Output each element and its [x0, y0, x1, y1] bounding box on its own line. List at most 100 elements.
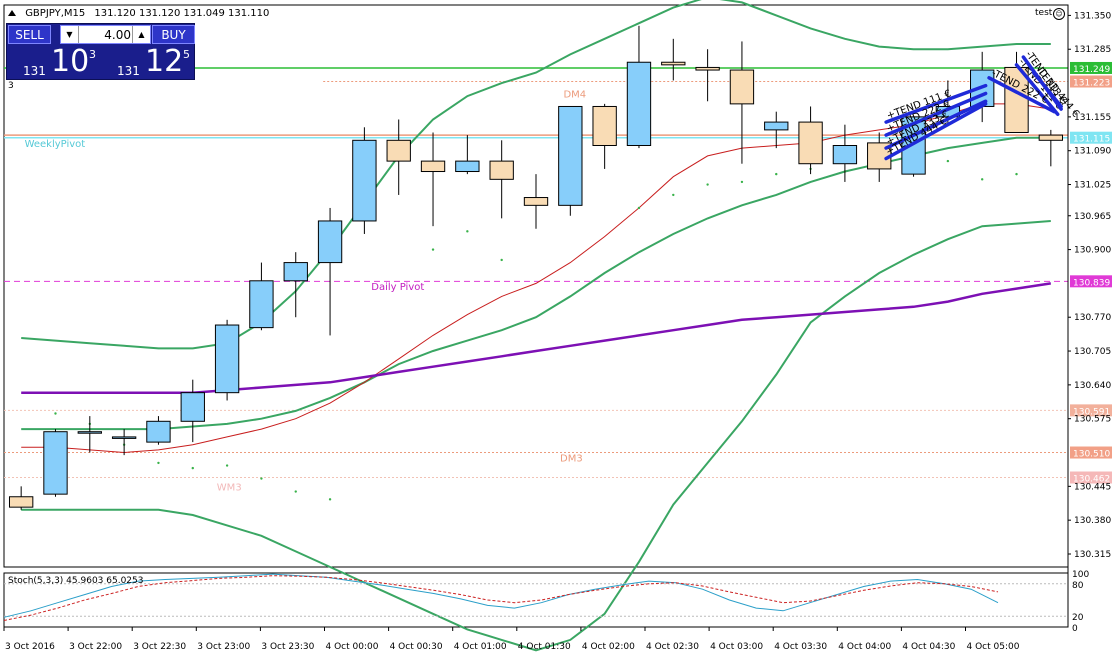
candles [8, 25, 1064, 510]
price-tick-label-5: 130.965 [1074, 212, 1111, 222]
candle-body-16 [558, 105, 583, 206]
candle-body-14 [489, 160, 514, 180]
level-tag-7 [1070, 471, 1112, 484]
lot-decrease-icon[interactable]: ▼ [61, 26, 79, 43]
time-label-2: 3 Oct 22:30 [133, 642, 186, 652]
stoch-tick-label-3: 0 [1072, 624, 1078, 634]
level-tag-5 [1070, 404, 1112, 417]
symbol-timeframe: GBPJPY,M15 [25, 8, 86, 19]
candle-body-12 [420, 160, 446, 173]
time-label-12: 4 Oct 03:30 [774, 642, 827, 652]
sar-dot-6 [260, 477, 263, 480]
level-tag-text-6: 130.510 [1073, 450, 1110, 460]
level-tag-text-1: 131.223 [1073, 78, 1110, 88]
annotation-2: Daily Pivot [371, 282, 424, 293]
trade-arrow-5 [987, 76, 1057, 114]
stoch-tick-label-1: 80 [1072, 581, 1084, 591]
sar-dot-15 [740, 180, 744, 184]
time-label-8: 4 Oct 01:30 [518, 642, 571, 652]
time-label-13: 4 Oct 04:00 [838, 642, 891, 652]
time-label-3: 3 Oct 23:00 [197, 642, 250, 652]
price-tick-label-7: 130.770 [1074, 313, 1111, 323]
bollinger-lower-line [21, 220, 1051, 652]
trade-arrow-3 [884, 102, 988, 161]
level-tag-text-4: 130.839 [1073, 278, 1110, 288]
trade-arrow-0 [884, 83, 988, 124]
grid [3, 4, 1069, 628]
time-label-11: 4 Oct 03:00 [710, 642, 763, 652]
candle-body-6 [214, 324, 240, 394]
sar-dot-0 [54, 412, 57, 415]
moving-average-red-line [21, 103, 1051, 454]
trade-arrow-1 [884, 91, 988, 137]
time-label-4: 3 Oct 23:30 [261, 642, 314, 652]
moving-average-purple-line [21, 282, 1051, 394]
buy-button[interactable]: BUY [152, 25, 195, 44]
bid-prefix: 131 [23, 64, 46, 78]
price-tick-label-12: 130.380 [1074, 516, 1111, 526]
price-tick-label-4: 131.025 [1074, 181, 1111, 191]
time-label-1: 3 Oct 22:00 [69, 642, 122, 652]
ask-price[interactable]: 131 12 5 [101, 47, 193, 79]
candle-body-5 [180, 392, 205, 422]
price-tick-label-13: 130.315 [1074, 550, 1111, 560]
stoch-signal-line [3, 575, 999, 621]
trade-arrow-7 [1031, 70, 1063, 109]
sell-button[interactable]: SELL [8, 25, 51, 44]
stoch-main-line [3, 573, 999, 618]
time-label-5: 4 Oct 00:00 [326, 642, 379, 652]
ask-prefix: 131 [117, 64, 140, 78]
price-tick-label-2: 131.155 [1074, 113, 1111, 123]
sar-dot-22 [980, 178, 984, 181]
bid-price[interactable]: 131 10 3 [7, 47, 97, 79]
sar-dot-16 [775, 172, 778, 176]
level-tag-text-0: 131.249 [1073, 65, 1110, 75]
triangle-icon [8, 10, 16, 16]
annotation-3: DM3 [560, 454, 583, 465]
price-tick-label-1: 131.285 [1074, 45, 1111, 55]
candle-body-30 [1038, 134, 1064, 141]
sar-dot-12 [637, 206, 641, 210]
level-tag-4 [1070, 275, 1112, 288]
candle-body-1 [43, 431, 68, 495]
lot-size-input[interactable] [79, 26, 131, 43]
candle-body-19 [661, 61, 686, 66]
sar-dot-13 [672, 193, 675, 197]
ask-sup: 5 [183, 48, 190, 61]
account-name: test [1035, 8, 1053, 18]
price-tick-label-8: 130.705 [1074, 347, 1111, 357]
sar-dot-8 [328, 498, 332, 501]
sar-dot-4 [191, 466, 194, 470]
sar-dot-7 [294, 490, 297, 493]
time-label-14: 4 Oct 04:30 [902, 642, 955, 652]
time-label-9: 4 Oct 02:00 [582, 642, 635, 652]
sar-dot-10 [466, 230, 469, 233]
digits-label: 3 [8, 81, 14, 91]
candle-body-2 [77, 431, 102, 434]
time-label-7: 4 Oct 01:00 [454, 642, 507, 652]
price-tick-label-3: 131.090 [1074, 147, 1111, 157]
candle-body-11 [386, 139, 411, 162]
candle-body-20 [695, 66, 720, 71]
level-tag-2 [1070, 131, 1112, 144]
price-tick-label-10: 130.575 [1074, 415, 1111, 425]
sar-dot-9 [431, 248, 435, 251]
price-tick-label-9: 130.640 [1074, 381, 1111, 391]
ohlc-values: 131.120 131.120 131.049 131.110 [94, 8, 270, 19]
stoch-tick-label-0: 100 [1072, 570, 1089, 580]
candle-body-3 [111, 436, 137, 439]
time-label-6: 4 Oct 00:30 [390, 642, 443, 652]
sar-dot-21 [946, 159, 950, 163]
smiley-icon[interactable]: ☺ [1053, 8, 1065, 20]
stoch-frame [3, 572, 1069, 628]
candle-body-0 [8, 496, 34, 508]
candle-body-8 [283, 262, 308, 282]
stoch-label: Stoch(5,3,3) 45.9603 65.0253 [8, 576, 143, 586]
lot-increase-icon[interactable]: ▲ [132, 26, 150, 43]
sar-dot-3 [157, 461, 160, 465]
candle-body-21 [729, 69, 755, 105]
one-click-trade-panel: SELL ▼ ▲ BUY 131 10 3 131 12 5 [6, 23, 195, 80]
parabolic-sar [54, 159, 1018, 501]
